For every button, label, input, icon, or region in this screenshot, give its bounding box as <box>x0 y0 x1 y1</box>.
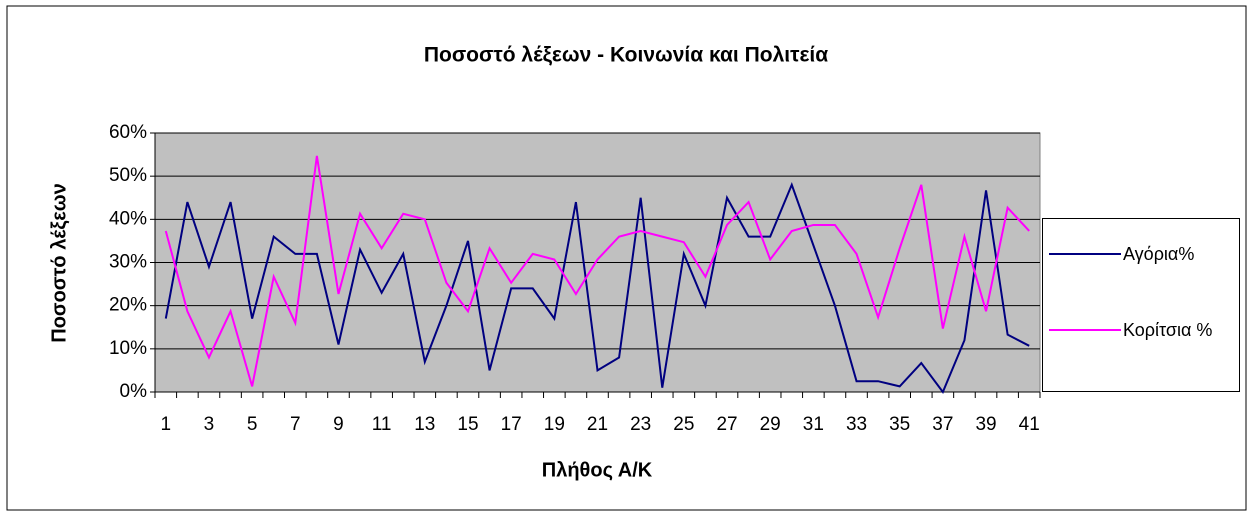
x-tick-label: 9 <box>333 414 344 435</box>
x-tick-label: 31 <box>803 414 824 435</box>
legend-swatch <box>1049 253 1121 255</box>
legend: Αγόρια% Κορίτσια % <box>1042 218 1240 392</box>
y-tick-label: 50% <box>109 165 147 186</box>
x-tick-label: 25 <box>673 414 694 435</box>
chart-title: Ποσοστό λέξεων - Κοινωνία και Πολιτεία <box>424 44 828 67</box>
x-tick-label: 1 <box>161 414 172 435</box>
y-tick-label: 40% <box>109 208 147 229</box>
x-tick-label: 35 <box>889 414 910 435</box>
series-line <box>164 155 1030 387</box>
x-tick-label: 3 <box>204 414 215 435</box>
y-tick-label: 10% <box>109 338 147 359</box>
x-tick-label: 19 <box>544 414 565 435</box>
x-tick-label: 13 <box>414 414 435 435</box>
y-tick-label: 30% <box>109 252 147 273</box>
y-tick-label: 60% <box>109 122 147 143</box>
y-tick-label: 0% <box>120 381 148 402</box>
x-tick-label: 33 <box>846 414 867 435</box>
x-tick-label: 5 <box>247 414 258 435</box>
legend-label: Κορίτσια % <box>1123 320 1213 340</box>
x-tick-label: 41 <box>1019 414 1040 435</box>
x-tick-label: 39 <box>975 414 996 435</box>
x-tick-label: 29 <box>760 414 781 435</box>
legend-label: Αγόρια% <box>1123 244 1195 264</box>
series-line <box>164 182 1030 395</box>
x-tick-label: 23 <box>630 414 651 435</box>
x-tick-label: 37 <box>932 414 953 435</box>
y-axis-title: Ποσοστό λέξεων <box>48 183 70 343</box>
x-tick-label: 11 <box>372 414 392 435</box>
x-tick-label: 17 <box>501 414 522 435</box>
x-axis-title: Πλήθος Α/Κ <box>542 459 653 481</box>
legend-swatch <box>1049 329 1121 331</box>
x-tick-label: 27 <box>716 414 737 435</box>
x-tick-label: 7 <box>290 414 301 435</box>
x-tick-label: 21 <box>587 414 608 435</box>
y-tick-label: 20% <box>109 295 147 316</box>
x-tick-label: 15 <box>457 414 478 435</box>
